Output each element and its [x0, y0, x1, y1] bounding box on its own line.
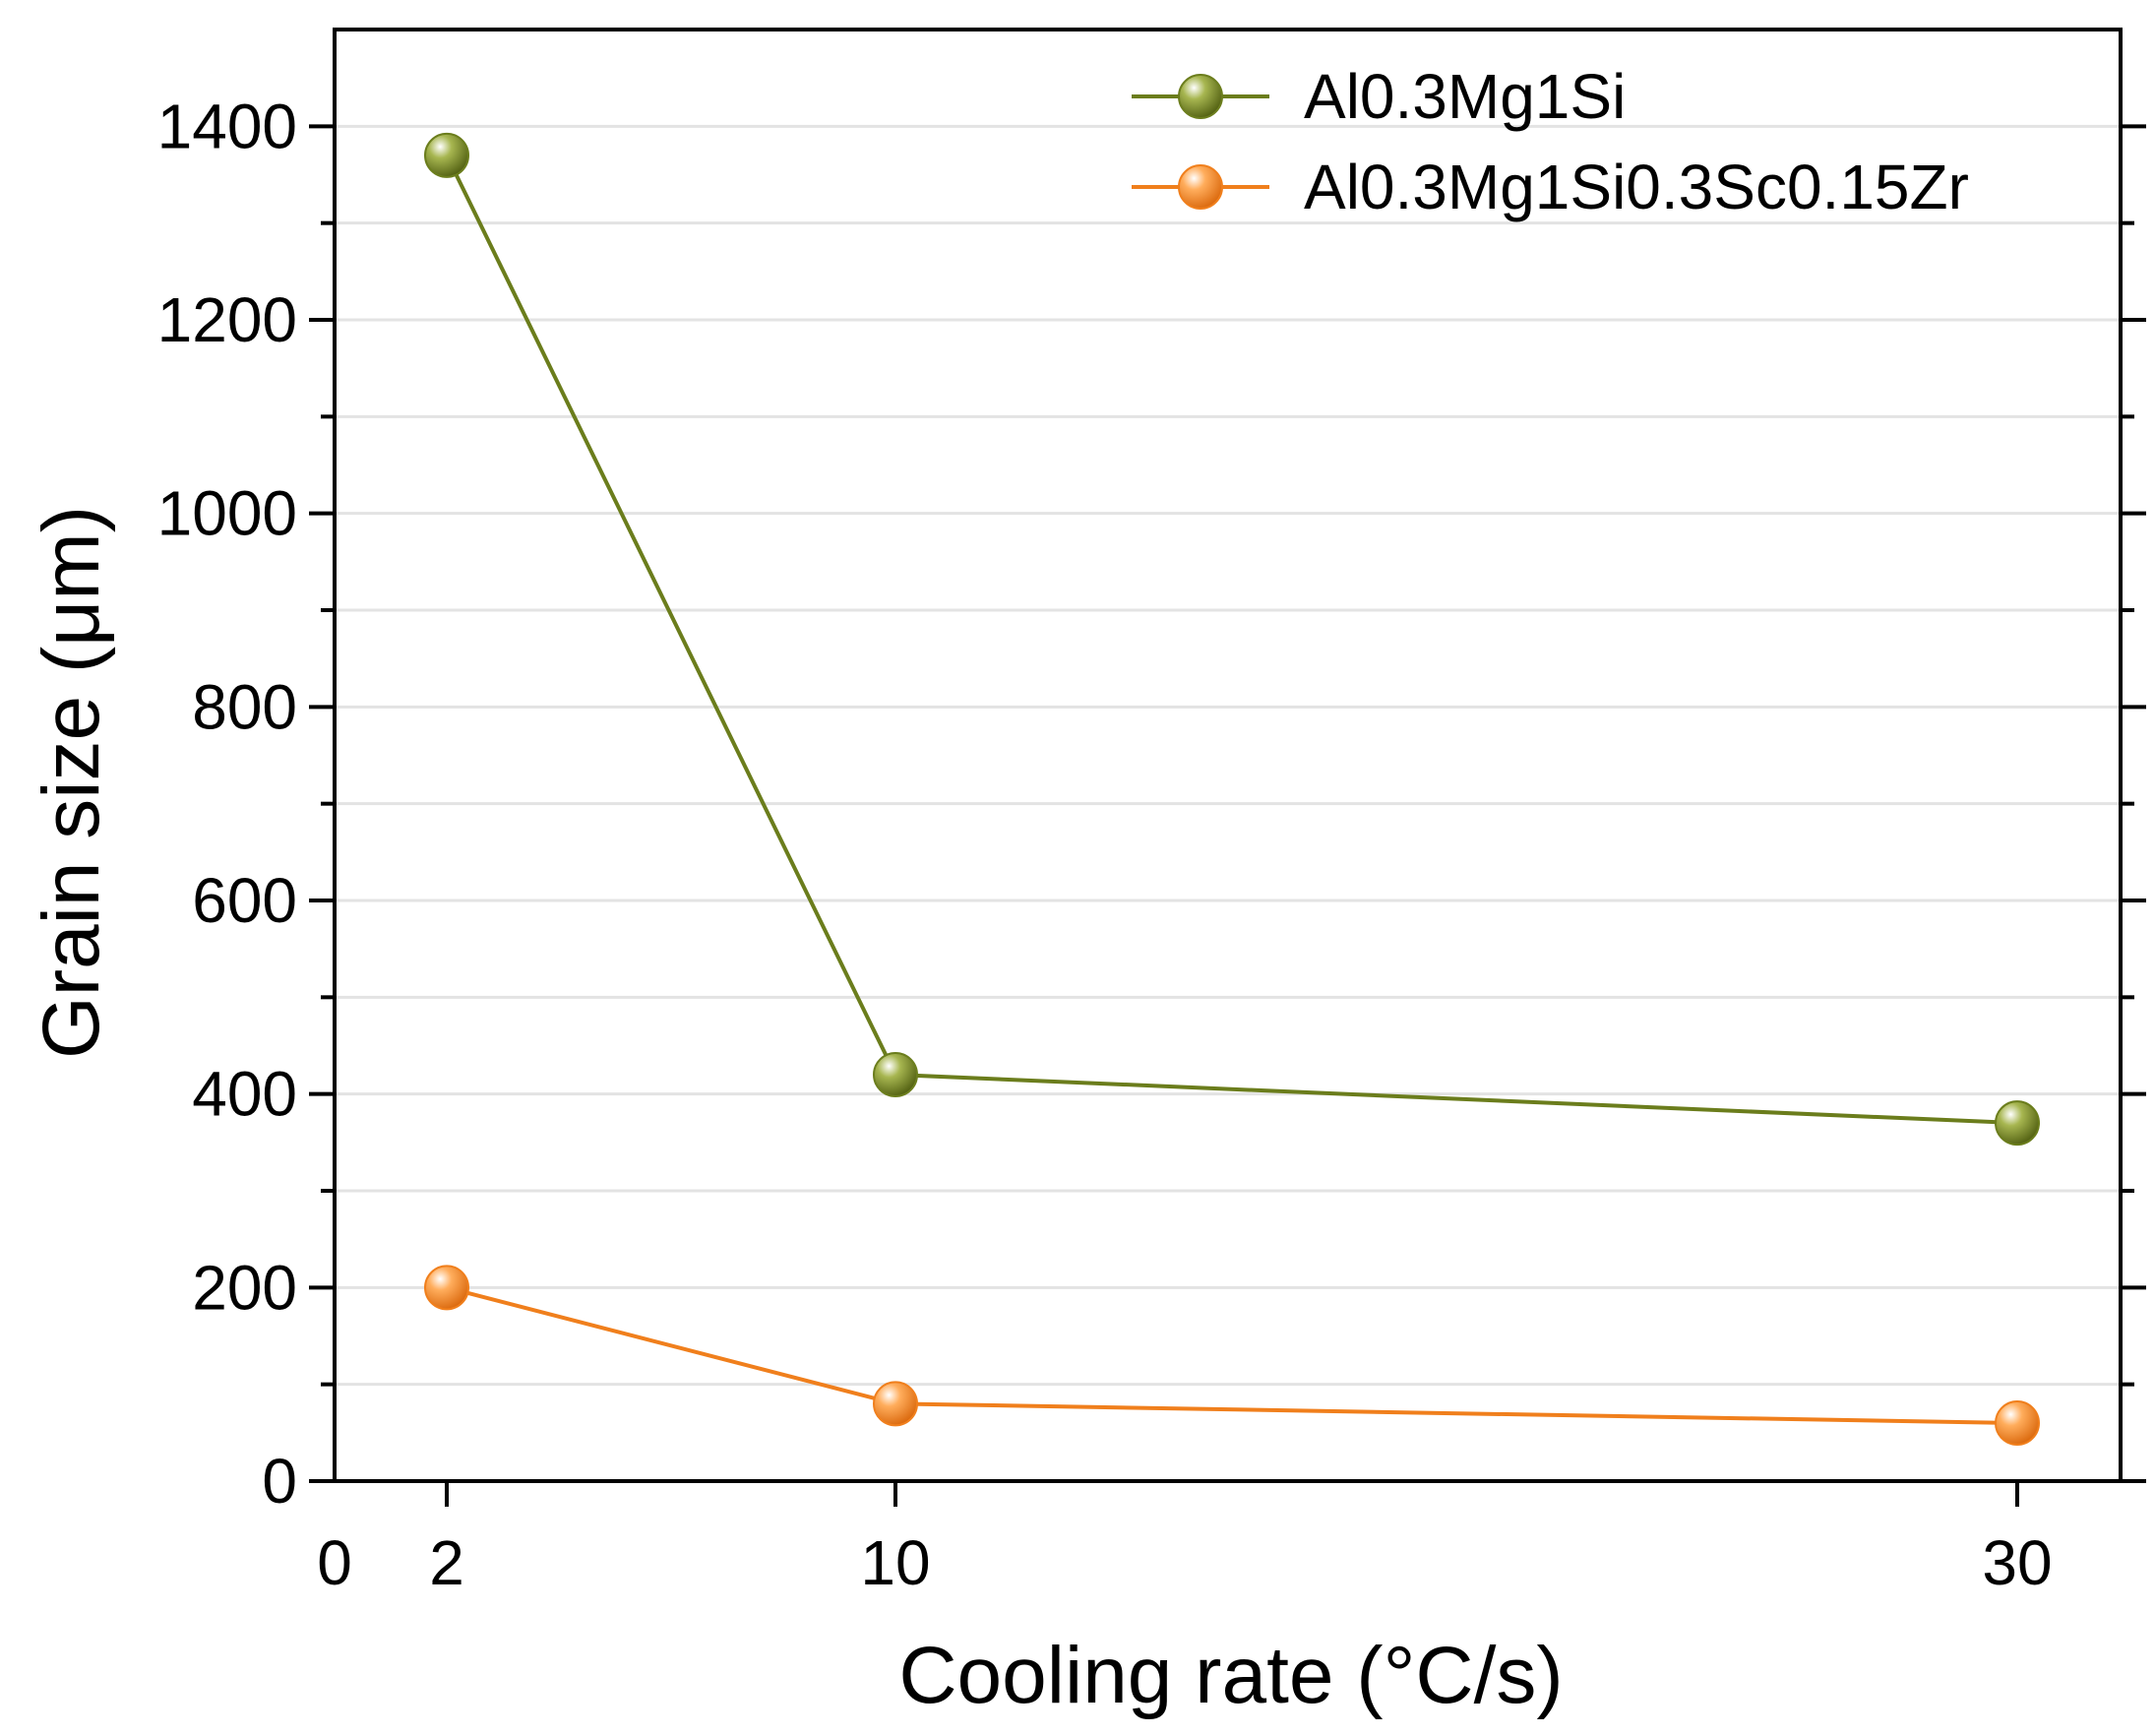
- x-tick-label: 10: [860, 1527, 930, 1598]
- y-tick-label: 800: [192, 671, 297, 742]
- plot-frame: [333, 28, 2123, 1483]
- x-tick-label: 2: [429, 1527, 464, 1598]
- data-point: [1995, 1400, 2040, 1446]
- y-tick-label: 200: [192, 1252, 297, 1323]
- y-tick-label: 1000: [157, 478, 297, 549]
- y-tick-label: 1200: [157, 284, 297, 355]
- data-point: [1995, 1100, 2040, 1147]
- x-tick-label: 30: [1982, 1527, 2052, 1598]
- legend: Al0.3Mg1Si Al0.3Mg1Si0.3Sc0.15Zr: [1132, 61, 1969, 222]
- data-point: [424, 132, 469, 178]
- legend-label: Al0.3Mg1Si: [1304, 61, 1626, 132]
- series-line: [446, 1285, 2018, 1425]
- data-point: [873, 1052, 918, 1097]
- data-point: [873, 1381, 918, 1427]
- x-tick-label: 0: [317, 1527, 352, 1598]
- legend-marker: [1178, 74, 1223, 119]
- y-tick-label: 0: [262, 1446, 297, 1517]
- y-tick-label: 400: [192, 1059, 297, 1130]
- legend-marker: [1178, 164, 1223, 210]
- legend-label: Al0.3Mg1Si0.3Sc0.15Zr: [1304, 152, 1969, 222]
- y-tick-label: 1400: [157, 91, 297, 161]
- series-layer: [424, 132, 2040, 1446]
- x-axis-title: Cooling rate (°C/s): [898, 1631, 1563, 1720]
- y-tick-label: 600: [192, 865, 297, 936]
- axis-ticks: [309, 124, 2146, 1507]
- data-point: [424, 1265, 469, 1311]
- grid-lines: [335, 124, 2121, 1387]
- y-axis-title: Grain size (μm): [27, 506, 116, 1059]
- series-line: [445, 154, 2018, 1126]
- tick-labels: 0 200 400 600 800 1000 1200 1400 0 2 10 30: [157, 91, 2053, 1598]
